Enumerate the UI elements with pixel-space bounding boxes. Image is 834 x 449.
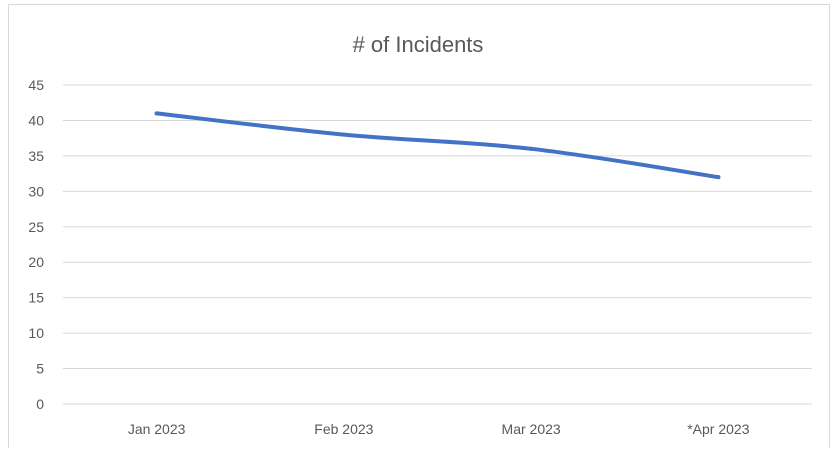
series-layer — [154, 111, 721, 180]
y-tick-label: 35 — [28, 148, 44, 164]
y-tick-label: 5 — [36, 361, 44, 377]
x-tick-label: Mar 2023 — [502, 421, 561, 437]
x-axis-tick-labels: Jan 2023 Feb 2023 Mar 2023 *Apr 2023 — [128, 421, 750, 437]
y-tick-label: 25 — [28, 219, 44, 235]
y-tick-label: 40 — [28, 112, 44, 128]
y-axis-tick-labels: 0 5 10 15 20 25 30 35 40 45 — [28, 77, 44, 412]
x-tick-label: Feb 2023 — [314, 421, 373, 437]
y-tick-label: 20 — [28, 254, 44, 270]
data-point-feb-2023 — [341, 132, 346, 137]
y-tick-label: 30 — [28, 183, 44, 199]
y-tick-label: 15 — [28, 290, 44, 306]
data-point-mar-2023 — [529, 146, 534, 151]
chart-title: # of Incidents — [353, 32, 484, 57]
y-tick-label: 45 — [28, 77, 44, 93]
data-point-apr-2023 — [716, 175, 721, 180]
data-point-jan-2023 — [154, 111, 159, 116]
gridlines — [63, 84, 812, 405]
series-line — [154, 111, 721, 180]
x-tick-label: *Apr 2023 — [687, 421, 749, 437]
x-tick-label: Jan 2023 — [128, 421, 186, 437]
y-tick-label: 10 — [28, 325, 44, 341]
y-tick-label: 0 — [36, 396, 44, 412]
chart-frame — [8, 4, 830, 448]
